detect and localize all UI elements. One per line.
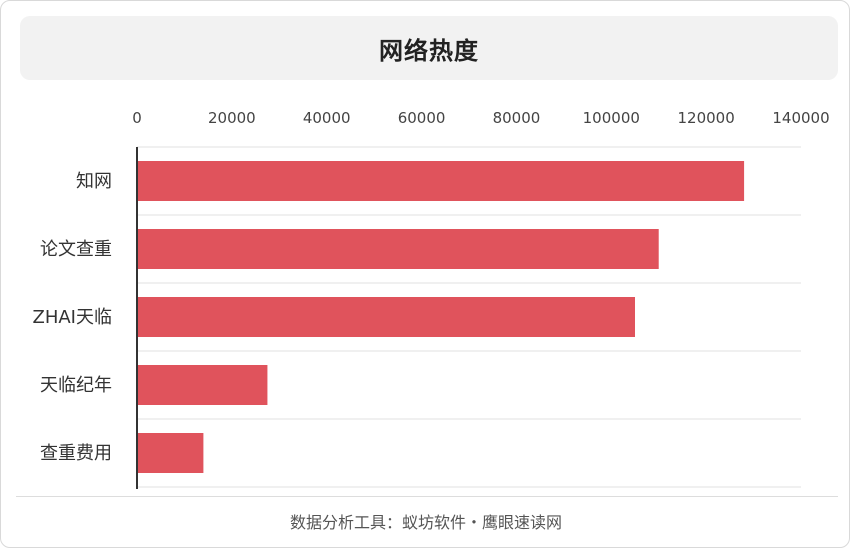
bar [137, 161, 745, 201]
category-label: 天临纪年 [40, 375, 112, 396]
x-tick-label: 120000 [678, 109, 735, 127]
source-note: 数据分析工具：蚁坊软件・鹰眼速读网 [289, 513, 562, 532]
footer-divider [16, 496, 838, 497]
x-tick-label: 40000 [303, 109, 351, 127]
x-tick-label: 60000 [398, 109, 446, 127]
chart-title: 网络热度 [379, 36, 479, 65]
x-tick-label: 100000 [583, 109, 640, 127]
x-tick-label: 20000 [208, 109, 256, 127]
bar [137, 365, 268, 405]
bar [137, 229, 659, 269]
x-tick-label: 140000 [772, 109, 829, 127]
bar [137, 433, 204, 473]
x-tick-label: 80000 [493, 109, 541, 127]
x-tick-label: 0 [132, 109, 142, 127]
category-label: 查重费用 [40, 443, 112, 464]
category-label: ZHAI天临 [33, 307, 113, 328]
category-label: 知网 [76, 171, 112, 192]
category-label: 论文查重 [40, 239, 112, 260]
title-bar: 网络热度 [20, 16, 838, 80]
bar [137, 297, 635, 337]
